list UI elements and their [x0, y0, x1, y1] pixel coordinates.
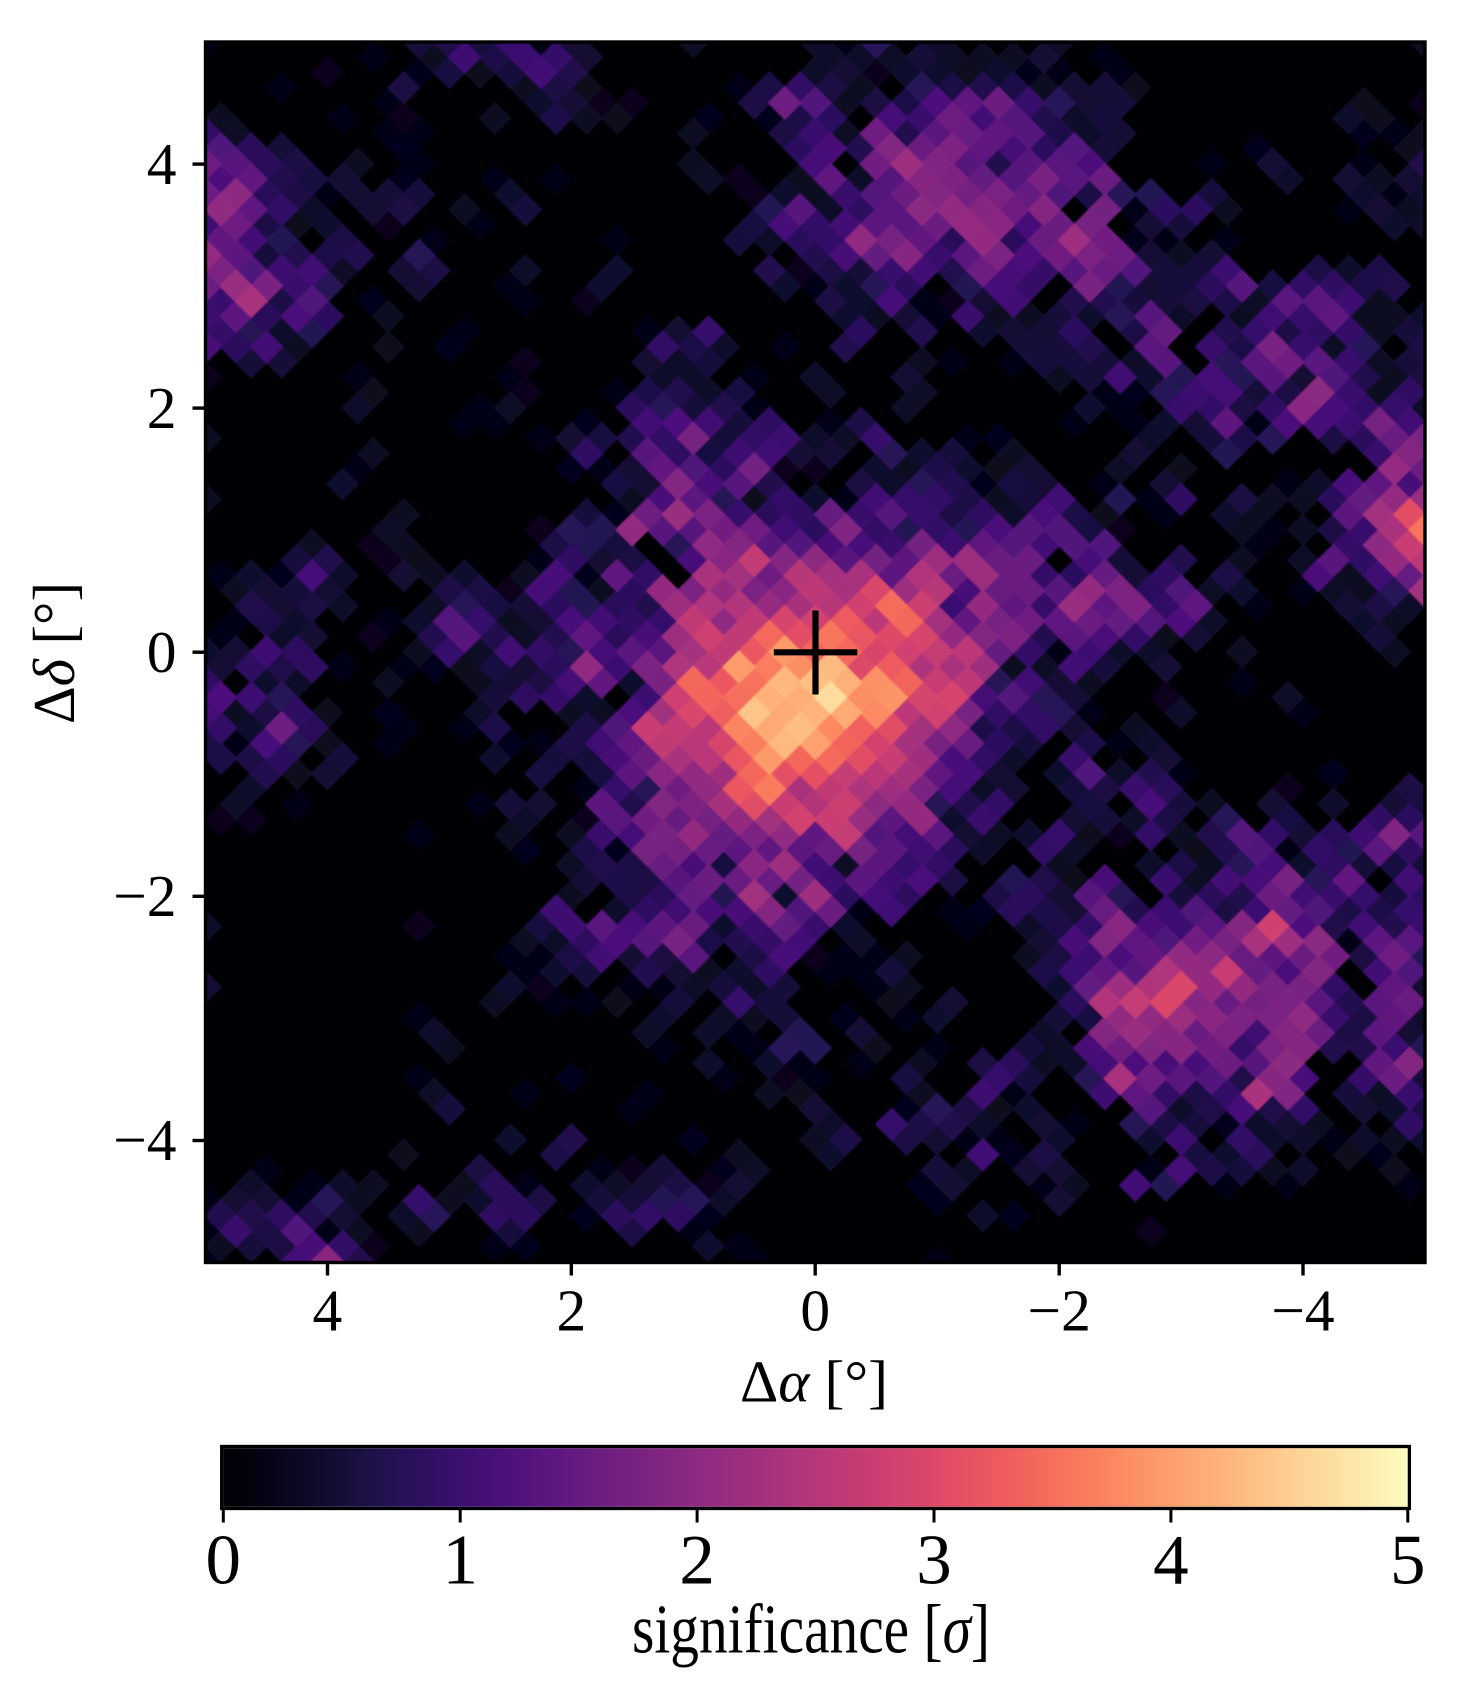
svg-text:2: 2	[147, 375, 177, 441]
svg-text:−4: −4	[1271, 1278, 1334, 1344]
svg-text:−2: −2	[113, 863, 176, 929]
svg-text:0: 0	[147, 619, 177, 685]
svg-text:4: 4	[147, 131, 177, 197]
svg-text:5: 5	[1390, 1522, 1426, 1600]
svg-text:2: 2	[679, 1522, 715, 1600]
svg-text:Δδ [°]: Δδ [°]	[21, 582, 87, 724]
svg-text:4: 4	[1153, 1522, 1189, 1600]
svg-text:4: 4	[313, 1278, 343, 1344]
svg-text:3: 3	[916, 1522, 952, 1600]
svg-text:0: 0	[206, 1522, 242, 1600]
svg-text:0: 0	[800, 1278, 830, 1344]
svg-text:significance [σ]: significance [σ]	[632, 1592, 990, 1669]
svg-text:Δα [°]: Δα [°]	[740, 1349, 888, 1415]
svg-text:2: 2	[557, 1278, 587, 1344]
svg-text:1: 1	[442, 1522, 478, 1600]
svg-text:−2: −2	[1028, 1278, 1091, 1344]
svg-text:−4: −4	[113, 1107, 176, 1173]
